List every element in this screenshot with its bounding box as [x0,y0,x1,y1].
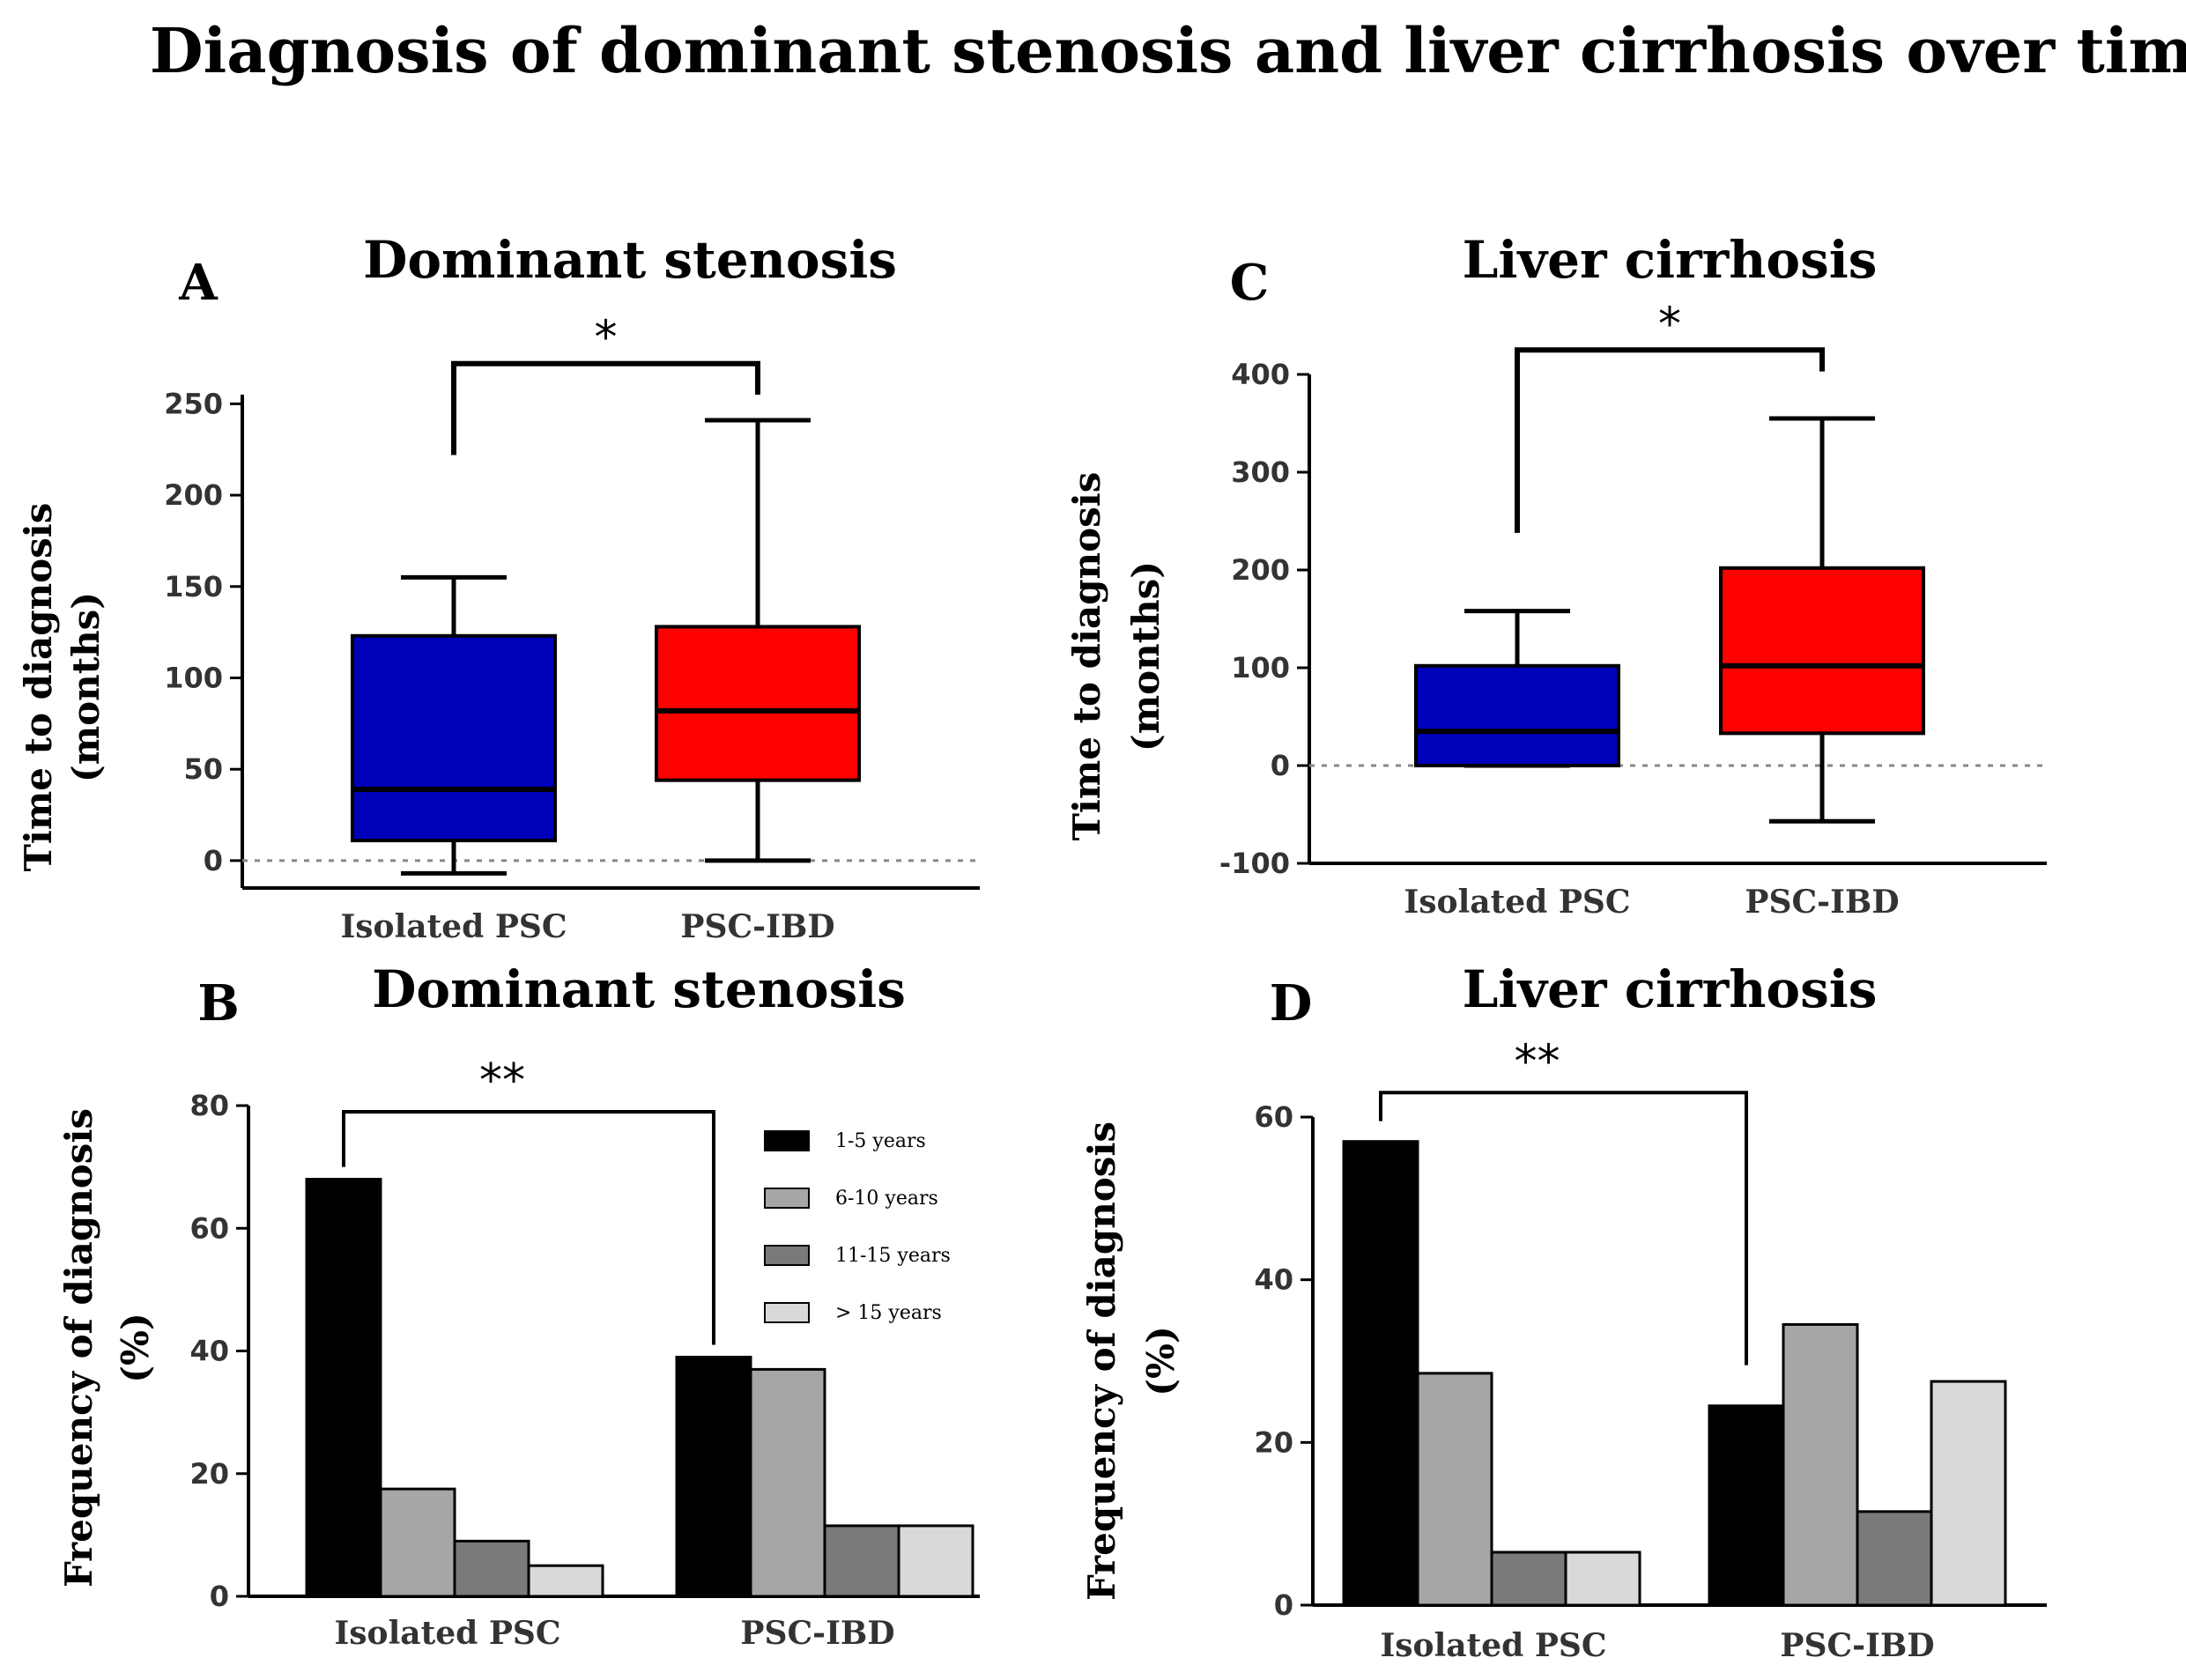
panel-letter-c: C [1230,254,1270,312]
bar [1930,1380,2007,1607]
box-isolated-psc [351,633,557,843]
legend-swatch [764,1245,810,1266]
y-tick-label: 400 [1231,358,1290,391]
y-tick-label: 300 [1231,455,1290,489]
y-tick-label: 0 [1271,749,1290,782]
panel-title-a: Dominant stenosis [363,230,897,290]
x-category-label: PSC-IBD [1780,1627,1934,1664]
y-axis-unit-a: (months) [64,592,107,782]
panel-title-c: Liver cirrhosis [1463,230,1878,290]
bar [675,1355,752,1598]
significance-marker: * [595,312,618,365]
panel-letter-b: B [197,974,239,1032]
bar [1342,1140,1419,1607]
panel-a: A Dominant stenosis Time to diagnosis (mont… [17,230,980,945]
legend-label: 6-10 years [835,1188,938,1210]
significance-marker: * [1658,298,1681,351]
y-tick-label: 20 [189,1457,229,1491]
y-tick-label: 60 [1254,1100,1293,1134]
y-axis-label-b: Frequency of diagnosis [57,1108,100,1587]
panel-b: B Dominant stenosis Frequency of diagnosis… [57,959,980,1652]
legend-label: 1-5 years [835,1130,926,1152]
y-tick-label: 60 [189,1211,229,1245]
bar [1708,1404,1785,1607]
legend-swatch [764,1130,810,1151]
bar [749,1367,826,1598]
significance-bracket [1379,1091,1748,1365]
y-tick-label: 50 [183,752,223,786]
y-tick-label: -100 [1219,847,1290,880]
legend-swatch [764,1302,810,1323]
bar [453,1539,530,1598]
legend-label: > 15 years [835,1302,942,1324]
significance-bracket [1515,347,1825,533]
y-tick-label: 0 [210,1580,229,1613]
panel-title-b: Dominant stenosis [372,959,906,1019]
y-tick-label: 100 [1231,651,1290,685]
bar [527,1564,604,1598]
y-axis-unit-c: (months) [1124,561,1167,751]
box-psc-ibd [1719,566,1925,736]
box-psc-ibd [655,625,861,782]
panel-title-d: Liver cirrhosis [1463,959,1878,1019]
panel-c: C Liver cirrhosis Time to diagnosis (months… [1065,230,2047,921]
panel-letter-a: A [178,254,219,312]
y-axis-unit-d: (%) [1139,1326,1182,1396]
y-tick-label: 200 [164,478,223,512]
bar [379,1487,456,1598]
y-axis-label-d: Frequency of diagnosis [1080,1121,1123,1601]
box-isolated-psc [1414,663,1620,768]
y-tick-label: 250 [164,387,223,420]
significance-bracket [342,1109,715,1345]
x-category-label: Isolated PSC [1404,884,1630,921]
bar [305,1178,382,1598]
panel-letter-d: D [1270,974,1313,1032]
legend-label: 11-15 years [835,1245,951,1267]
y-tick-label: 200 [1231,553,1290,587]
x-category-label: Isolated PSC [1380,1627,1606,1664]
figure-title: Diagnosis of dominant stenosis and liver… [150,14,2186,87]
y-axis-label-a: Time to diagnosis [17,503,60,872]
bar [1856,1510,1933,1607]
bar [897,1524,974,1598]
bar [1490,1550,1567,1607]
x-category-label: PSC-IBD [680,908,834,945]
y-tick-label: 0 [204,844,223,877]
x-category-label: Isolated PSC [340,908,567,945]
x-category-label: PSC-IBD [1745,884,1899,921]
bar [1416,1372,1493,1607]
y-tick-label: 150 [164,570,223,603]
significance-marker: ** [1515,1035,1560,1088]
bar [1782,1322,1859,1607]
legend-swatch [764,1188,810,1209]
bar [823,1524,900,1598]
y-axis-label-c: Time to diagnosis [1065,472,1108,841]
x-category-label: Isolated PSC [334,1615,560,1652]
x-category-label: PSC-IBD [740,1615,894,1652]
significance-bracket [451,360,760,455]
panel-d: D Liver cirrhosis Frequency of diagnosis (%… [1080,959,2047,1664]
y-tick-label: 0 [1274,1588,1293,1622]
y-tick-label: 80 [189,1089,229,1122]
y-tick-label: 20 [1254,1425,1293,1459]
y-tick-label: 40 [1254,1263,1293,1297]
y-tick-label: 40 [189,1335,229,1368]
significance-marker: ** [479,1055,525,1107]
bar [1564,1550,1641,1607]
y-axis-unit-b: (%) [114,1313,157,1383]
y-tick-label: 100 [164,661,223,694]
